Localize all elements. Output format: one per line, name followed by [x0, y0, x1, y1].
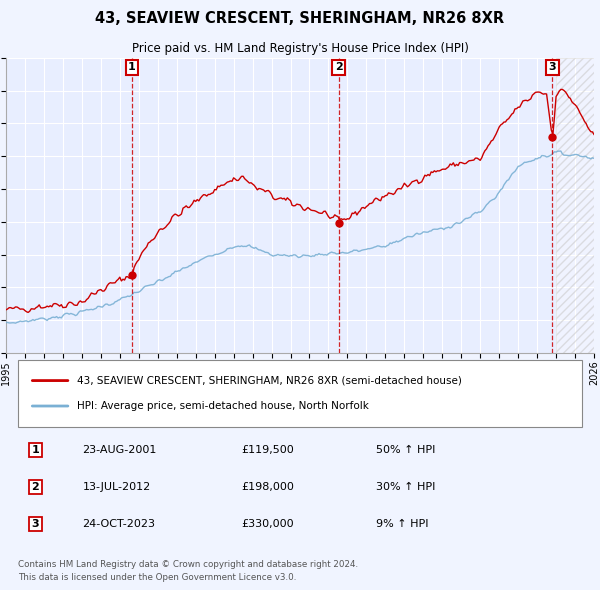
Text: 43, SEAVIEW CRESCENT, SHERINGHAM, NR26 8XR (semi-detached house): 43, SEAVIEW CRESCENT, SHERINGHAM, NR26 8…: [77, 376, 461, 386]
Text: Contains HM Land Registry data © Crown copyright and database right 2024.
This d: Contains HM Land Registry data © Crown c…: [18, 560, 358, 582]
Text: 43, SEAVIEW CRESCENT, SHERINGHAM, NR26 8XR: 43, SEAVIEW CRESCENT, SHERINGHAM, NR26 8…: [95, 11, 505, 27]
FancyBboxPatch shape: [18, 360, 582, 427]
Text: 2: 2: [32, 482, 39, 492]
Text: Price paid vs. HM Land Registry's House Price Index (HPI): Price paid vs. HM Land Registry's House …: [131, 42, 469, 55]
Text: 13-JUL-2012: 13-JUL-2012: [82, 482, 151, 492]
Text: £198,000: £198,000: [241, 482, 294, 492]
Text: 3: 3: [548, 63, 556, 73]
Text: £119,500: £119,500: [241, 445, 294, 455]
Text: 9% ↑ HPI: 9% ↑ HPI: [376, 519, 429, 529]
Text: 24-OCT-2023: 24-OCT-2023: [82, 519, 155, 529]
Text: 50% ↑ HPI: 50% ↑ HPI: [376, 445, 436, 455]
Text: HPI: Average price, semi-detached house, North Norfolk: HPI: Average price, semi-detached house,…: [77, 401, 368, 411]
Text: 3: 3: [32, 519, 39, 529]
Text: 2: 2: [335, 63, 343, 73]
Text: 30% ↑ HPI: 30% ↑ HPI: [376, 482, 436, 492]
Text: £330,000: £330,000: [241, 519, 294, 529]
Text: 1: 1: [128, 63, 136, 73]
Text: 23-AUG-2001: 23-AUG-2001: [82, 445, 157, 455]
Text: 1: 1: [32, 445, 39, 455]
